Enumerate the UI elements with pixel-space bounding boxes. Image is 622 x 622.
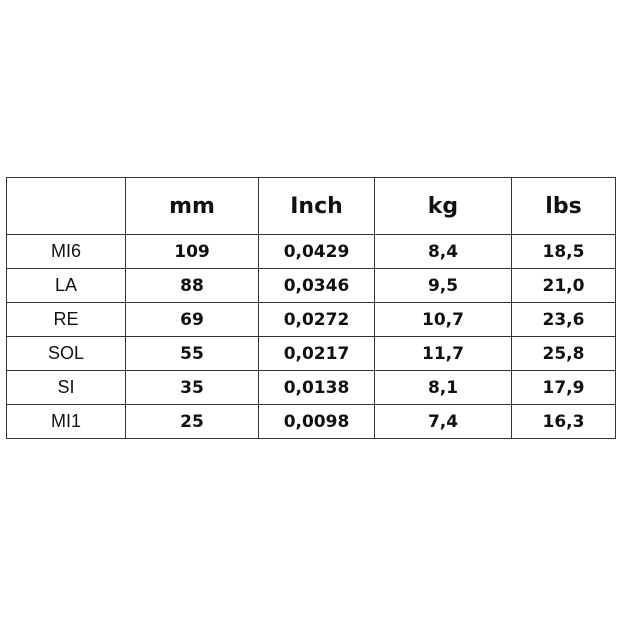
row-label: MI1 xyxy=(6,404,126,439)
table-cell: 0,0217 xyxy=(258,336,375,371)
table-cell: 17,9 xyxy=(511,370,616,405)
column-header: kg xyxy=(374,177,512,235)
table-row: MI6 109 0,0429 8,4 18,5 xyxy=(6,234,616,269)
table-cell: 16,3 xyxy=(511,404,616,439)
table-row: SI 35 0,0138 8,1 17,9 xyxy=(6,370,616,405)
table-cell: 109 xyxy=(125,234,259,269)
column-header: lbs xyxy=(511,177,616,235)
table-row: RE 69 0,0272 10,7 23,6 xyxy=(6,302,616,337)
row-label: MI6 xyxy=(6,234,126,269)
table-cell: 7,4 xyxy=(374,404,512,439)
table-cell: 55 xyxy=(125,336,259,371)
row-label: LA xyxy=(6,268,126,303)
table-cell: 18,5 xyxy=(511,234,616,269)
row-label: RE xyxy=(6,302,126,337)
table-cell: 25,8 xyxy=(511,336,616,371)
table-cell: 0,0138 xyxy=(258,370,375,405)
table-row: MI1 25 0,0098 7,4 16,3 xyxy=(6,404,616,439)
table-cell: 9,5 xyxy=(374,268,512,303)
table-cell: 0,0098 xyxy=(258,404,375,439)
table-cell: 11,7 xyxy=(374,336,512,371)
table-cell: 10,7 xyxy=(374,302,512,337)
table-cell: 88 xyxy=(125,268,259,303)
table-cell: 8,1 xyxy=(374,370,512,405)
table-cell: 0,0429 xyxy=(258,234,375,269)
column-header xyxy=(6,177,126,235)
table-cell: 0,0272 xyxy=(258,302,375,337)
row-label: SOL xyxy=(6,336,126,371)
table-cell: 25 xyxy=(125,404,259,439)
table-cell: 69 xyxy=(125,302,259,337)
header-row: mm Inch kg lbs xyxy=(6,177,616,235)
table-row: LA 88 0,0346 9,5 21,0 xyxy=(6,268,616,303)
table-cell: 21,0 xyxy=(511,268,616,303)
table-row: SOL 55 0,0217 11,7 25,8 xyxy=(6,336,616,371)
table-cell: 23,6 xyxy=(511,302,616,337)
column-header: Inch xyxy=(258,177,375,235)
data-table: mm Inch kg lbs MI6 109 0,0429 8,4 18,5 LA 88 0,034… xyxy=(6,177,616,439)
table-cell: 8,4 xyxy=(374,234,512,269)
table-cell: 35 xyxy=(125,370,259,405)
row-label: SI xyxy=(6,370,126,405)
table-cell: 0,0346 xyxy=(258,268,375,303)
column-header: mm xyxy=(125,177,259,235)
